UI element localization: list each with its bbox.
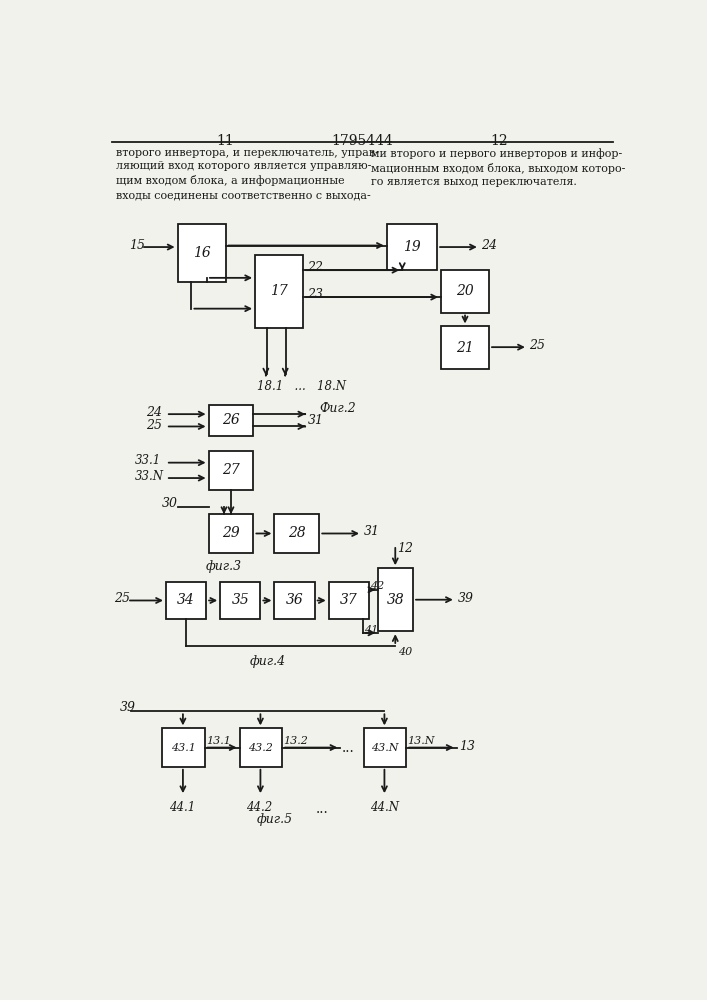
Bar — [441, 270, 489, 312]
Text: 35: 35 — [231, 593, 249, 607]
Bar — [329, 582, 369, 619]
Text: 25: 25 — [530, 339, 545, 352]
Text: 43.N: 43.N — [371, 743, 399, 753]
Text: фиг.3: фиг.3 — [205, 560, 241, 573]
Text: 11: 11 — [216, 134, 235, 148]
Text: 33.N: 33.N — [135, 470, 164, 483]
Text: 43.2: 43.2 — [248, 743, 273, 753]
Text: 18.1   ...   18.N: 18.1 ... 18.N — [257, 380, 346, 393]
Text: 36: 36 — [286, 593, 303, 607]
Text: 24: 24 — [481, 239, 497, 252]
Text: 17: 17 — [270, 284, 288, 298]
Text: 28: 28 — [288, 526, 305, 540]
Text: ...: ... — [316, 802, 329, 816]
Text: 29: 29 — [222, 526, 240, 540]
Text: 44.2: 44.2 — [247, 801, 273, 814]
Text: 39: 39 — [119, 701, 135, 714]
Bar — [209, 451, 253, 490]
Text: 25: 25 — [114, 592, 130, 605]
Text: 23: 23 — [307, 288, 323, 301]
Text: 44.1: 44.1 — [169, 801, 195, 814]
Text: 21: 21 — [456, 341, 474, 355]
Bar — [177, 224, 226, 282]
Text: Фиг.2: Фиг.2 — [320, 402, 356, 415]
Text: 38: 38 — [387, 593, 404, 607]
Text: 12: 12 — [397, 542, 414, 555]
Text: 43.1: 43.1 — [171, 743, 196, 753]
Bar — [240, 728, 282, 767]
Text: 12: 12 — [491, 134, 508, 148]
Text: 34: 34 — [177, 593, 195, 607]
Bar — [378, 568, 413, 631]
Bar — [162, 728, 204, 767]
Text: ми второго и первого инверторов и инфор-
мационным входом блока, выходом которо-: ми второго и первого инверторов и инфор-… — [371, 148, 626, 187]
Text: 13.2: 13.2 — [284, 736, 308, 746]
Text: 40: 40 — [397, 647, 412, 657]
Text: 37: 37 — [340, 593, 358, 607]
Text: 26: 26 — [222, 413, 240, 427]
Bar — [441, 326, 489, 369]
Text: 13.N: 13.N — [408, 736, 436, 746]
Text: 13.1: 13.1 — [206, 736, 231, 746]
Text: фиг.4: фиг.4 — [250, 655, 286, 668]
Text: второго инвертора, и переключатель, управ-
ляющий вход которого является управля: второго инвертора, и переключатель, упра… — [115, 148, 378, 200]
Text: ...: ... — [341, 741, 354, 755]
Bar — [220, 582, 260, 619]
Text: 1795444: 1795444 — [331, 134, 393, 148]
Text: 27: 27 — [222, 463, 240, 477]
Bar — [166, 582, 206, 619]
Text: 31: 31 — [364, 525, 380, 538]
Text: 24: 24 — [146, 406, 163, 419]
Text: 22: 22 — [307, 261, 323, 274]
Text: 15: 15 — [129, 239, 145, 252]
Text: 42: 42 — [370, 581, 384, 591]
Text: 31: 31 — [308, 414, 324, 427]
Bar — [363, 728, 406, 767]
Bar — [274, 514, 320, 553]
Text: фиг.5: фиг.5 — [257, 813, 293, 826]
Bar — [209, 514, 253, 553]
Text: 44.N: 44.N — [370, 801, 399, 814]
Text: 13: 13 — [459, 740, 475, 753]
Bar — [274, 582, 315, 619]
Text: 25: 25 — [146, 419, 163, 432]
Text: 30: 30 — [162, 497, 178, 510]
Text: 39: 39 — [458, 592, 474, 605]
Text: 20: 20 — [456, 284, 474, 298]
Bar — [255, 255, 303, 328]
Bar — [387, 224, 437, 270]
Text: 16: 16 — [192, 246, 211, 260]
Text: 19: 19 — [403, 240, 421, 254]
Text: 41: 41 — [364, 625, 378, 635]
Text: 33.1: 33.1 — [135, 454, 161, 467]
Bar — [209, 405, 253, 436]
